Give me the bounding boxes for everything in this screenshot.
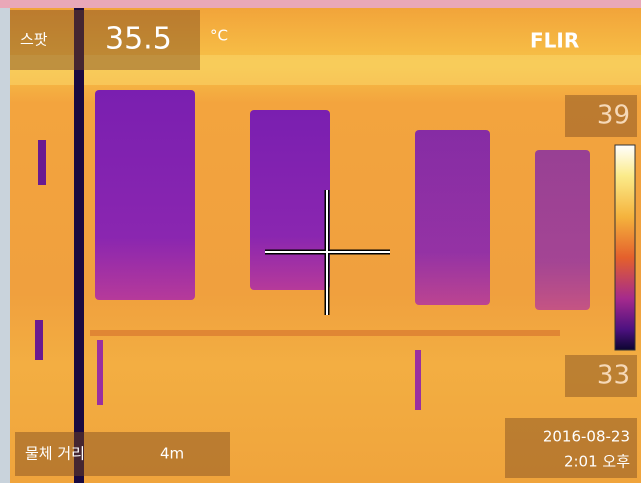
window <box>250 110 330 290</box>
color-scale <box>614 144 636 351</box>
spot-label: 스팟 <box>20 31 48 49</box>
window <box>415 130 490 305</box>
top-edge <box>0 0 641 8</box>
date: 2016-08-23 <box>543 428 630 446</box>
scale-min-panel <box>565 355 637 397</box>
distance-panel <box>15 432 230 476</box>
scale-max: 39 <box>597 101 630 131</box>
window <box>535 150 590 310</box>
scale-min: 33 <box>597 361 630 391</box>
spot-unit: °C <box>210 27 228 45</box>
spot-value: 35.5 <box>105 22 172 57</box>
spot-panel <box>10 10 200 70</box>
window <box>95 90 195 300</box>
scale-max-panel <box>565 95 637 137</box>
post <box>415 350 421 410</box>
frame-line <box>90 330 560 336</box>
time-panel <box>505 418 637 478</box>
distance-value: 4m <box>160 445 184 463</box>
crosshair <box>265 190 390 315</box>
distance-label: 물체 거리 <box>25 445 85 463</box>
time: 2:01 오후 <box>564 453 630 471</box>
post <box>97 340 103 405</box>
pole <box>74 8 84 483</box>
mark <box>35 320 43 360</box>
mark <box>38 140 46 185</box>
hot-band <box>10 55 641 85</box>
brand-logo: FLIR <box>530 29 579 53</box>
